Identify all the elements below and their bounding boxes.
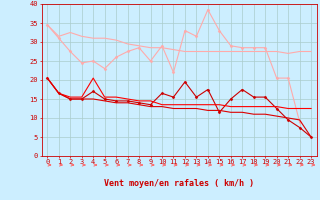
X-axis label: Vent moyen/en rafales ( km/h ): Vent moyen/en rafales ( km/h ) bbox=[104, 179, 254, 188]
